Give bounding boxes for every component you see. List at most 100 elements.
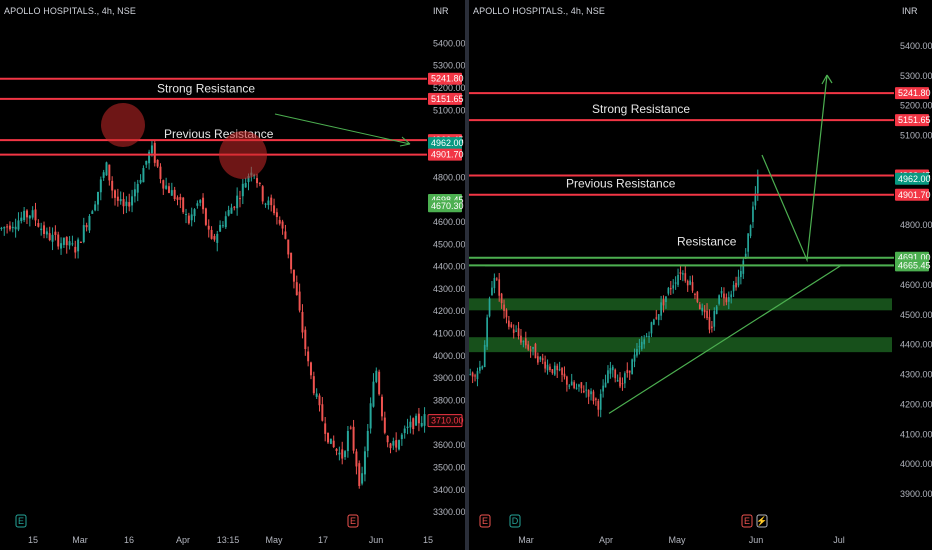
candle-body bbox=[648, 336, 650, 338]
candle-body bbox=[655, 317, 658, 319]
candle-body bbox=[476, 371, 479, 380]
price-tag-label: 3710.00 bbox=[431, 416, 464, 426]
candle-body bbox=[403, 428, 406, 434]
highlight-circle bbox=[101, 103, 145, 147]
candle-body bbox=[701, 307, 704, 312]
candle-body bbox=[674, 282, 677, 284]
y-tick-label: 4500.00 bbox=[900, 310, 932, 320]
symbol-title: APOLLO HOSPITALS., 4h, NSE bbox=[473, 6, 605, 16]
price-tag bbox=[895, 259, 929, 272]
candle-body bbox=[578, 384, 580, 387]
candle-body bbox=[114, 190, 117, 198]
candle-body bbox=[706, 310, 708, 319]
candle-body bbox=[568, 385, 571, 387]
candle-body bbox=[624, 373, 626, 384]
candle-body bbox=[11, 226, 14, 229]
candle-body bbox=[409, 421, 412, 428]
candle-body bbox=[643, 339, 646, 345]
candle-body bbox=[653, 319, 655, 325]
currency-label: INR bbox=[902, 6, 918, 16]
candle-body bbox=[398, 440, 401, 450]
candle-body bbox=[558, 369, 561, 371]
candle-body bbox=[216, 233, 219, 243]
y-tick-label: 3600.00 bbox=[433, 440, 465, 450]
panel-divider[interactable] bbox=[465, 0, 469, 550]
price-tag-label: 5241.80 bbox=[431, 74, 464, 84]
candle-body bbox=[614, 369, 617, 379]
y-tick-label: 4400.00 bbox=[433, 262, 465, 272]
price-tag bbox=[428, 137, 462, 150]
y-tick-label: 4000.00 bbox=[900, 459, 932, 469]
candle-body bbox=[162, 180, 165, 189]
candle-body bbox=[406, 426, 409, 428]
candle-body bbox=[287, 239, 290, 255]
candle-body bbox=[346, 431, 349, 452]
candle-body bbox=[544, 361, 546, 369]
candle-body bbox=[25, 210, 28, 218]
x-tick-label: Jun bbox=[749, 535, 764, 545]
strong-resistance-label: Strong Resistance bbox=[157, 82, 255, 96]
candle-body bbox=[415, 415, 418, 426]
candle-body bbox=[483, 344, 486, 368]
candle-body bbox=[48, 233, 51, 241]
candle-body bbox=[512, 329, 515, 333]
candle-body bbox=[563, 373, 566, 377]
highlight-circle bbox=[219, 131, 267, 179]
candle-body bbox=[199, 200, 202, 203]
candle-body bbox=[290, 252, 293, 270]
price-tag-label: 4962.00 bbox=[431, 138, 464, 148]
y-tick-label: 5300.00 bbox=[433, 61, 465, 71]
candle-body bbox=[292, 269, 295, 282]
price-tag-label: 4670.30 bbox=[431, 201, 464, 211]
candle-body bbox=[77, 239, 80, 252]
candle-body bbox=[244, 183, 247, 188]
right-chart[interactable]: 5400.00 5300.00 5200.00 5100.00 4800.00 4600.… bbox=[469, 0, 932, 550]
candle-body bbox=[341, 449, 344, 459]
left-chart-panel[interactable]: APOLLO HOSPITALS., 4h, NSE INR 5400.00 53… bbox=[0, 0, 465, 550]
candle-body bbox=[541, 358, 544, 361]
candle-body bbox=[493, 278, 496, 289]
candle-body bbox=[43, 225, 46, 234]
event-icon-label: E bbox=[350, 516, 356, 526]
y-tick-label: 5400.00 bbox=[433, 38, 465, 48]
candle-body bbox=[221, 225, 224, 227]
candle-body bbox=[665, 296, 667, 303]
event-icon-label: E bbox=[482, 516, 488, 526]
candle-body bbox=[369, 403, 372, 429]
x-tick-label: 13:15 bbox=[217, 535, 240, 545]
y-tick-label: 4300.00 bbox=[433, 284, 465, 294]
candle-body bbox=[549, 366, 551, 371]
candle-body bbox=[725, 297, 728, 303]
candle-body bbox=[281, 221, 284, 229]
y-tick-label: 5400.00 bbox=[900, 41, 932, 51]
candle-body bbox=[756, 175, 759, 194]
x-tick-label: 15 bbox=[28, 535, 38, 545]
candle-body bbox=[185, 213, 188, 215]
candle-body bbox=[412, 418, 415, 430]
candle-body bbox=[515, 330, 517, 332]
candle-body bbox=[669, 288, 672, 290]
y-tick-label: 4400.00 bbox=[900, 340, 932, 350]
x-tick-label: May bbox=[668, 535, 686, 545]
arrow-head-icon bbox=[821, 74, 833, 85]
candle-body bbox=[638, 346, 641, 348]
candle-body bbox=[636, 348, 638, 356]
candle-body bbox=[517, 328, 520, 337]
candle-body bbox=[423, 414, 426, 426]
price-tag bbox=[895, 87, 929, 100]
candle-body bbox=[469, 374, 472, 376]
right-chart-panel[interactable]: APOLLO HOSPITALS., 4h, NSE INR 5400.00 53… bbox=[469, 0, 932, 550]
candle-body bbox=[150, 145, 153, 154]
candle-body bbox=[190, 214, 193, 221]
candle-body bbox=[355, 451, 358, 467]
candle-body bbox=[566, 376, 568, 385]
candle-body bbox=[732, 284, 735, 292]
candle-body bbox=[604, 382, 607, 388]
candle-body bbox=[111, 180, 114, 191]
candle-body bbox=[62, 237, 65, 245]
price-tag bbox=[895, 172, 929, 185]
support-zone bbox=[469, 337, 892, 353]
left-chart[interactable]: 5400.00 5300.00 5200.00 5100.00 4800.00 4600.… bbox=[0, 0, 465, 550]
earnings-event-icon bbox=[741, 514, 753, 528]
symbol-title: APOLLO HOSPITALS., 4h, NSE bbox=[4, 6, 136, 16]
